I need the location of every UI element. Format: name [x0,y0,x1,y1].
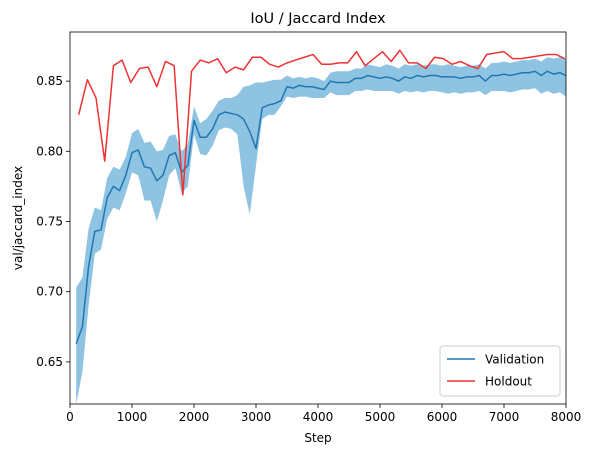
chart-title: IoU / Jaccard Index [250,11,386,27]
x-tick-label: 2000 [179,410,210,424]
y-tick-label: 0.80 [36,144,63,158]
y-tick-label: 0.85 [36,74,63,88]
y-tick-label: 0.70 [36,285,63,299]
x-tick-label: 4000 [303,410,334,424]
legend-label-validation: Validation [485,353,544,367]
series-line-validation [75,70,566,344]
x-axis: 0 1000 2000 3000 4000 5000 6000 7000 8000 [66,404,581,424]
legend: Validation Holdout [439,345,561,397]
legend-label-holdout: Holdout [485,375,532,389]
x-tick-label: 8000 [551,410,582,424]
y-axis: 0.65 0.70 0.75 0.80 0.85 [36,74,70,369]
y-tick-label: 0.65 [36,355,63,369]
plot-area [75,49,566,404]
y-tick-label: 0.75 [36,215,63,229]
series-line-holdout [77,49,566,196]
y-axis-title: val/jaccard_index [11,166,25,270]
validation-confidence-band [76,57,566,404]
x-tick-label: 5000 [365,410,396,424]
x-axis-title: Step [304,431,331,445]
x-tick-label: 6000 [427,410,458,424]
x-tick-label: 7000 [489,410,520,424]
x-tick-label: 1000 [117,410,148,424]
x-tick-label: 3000 [241,410,272,424]
x-tick-label: 0 [66,410,74,424]
